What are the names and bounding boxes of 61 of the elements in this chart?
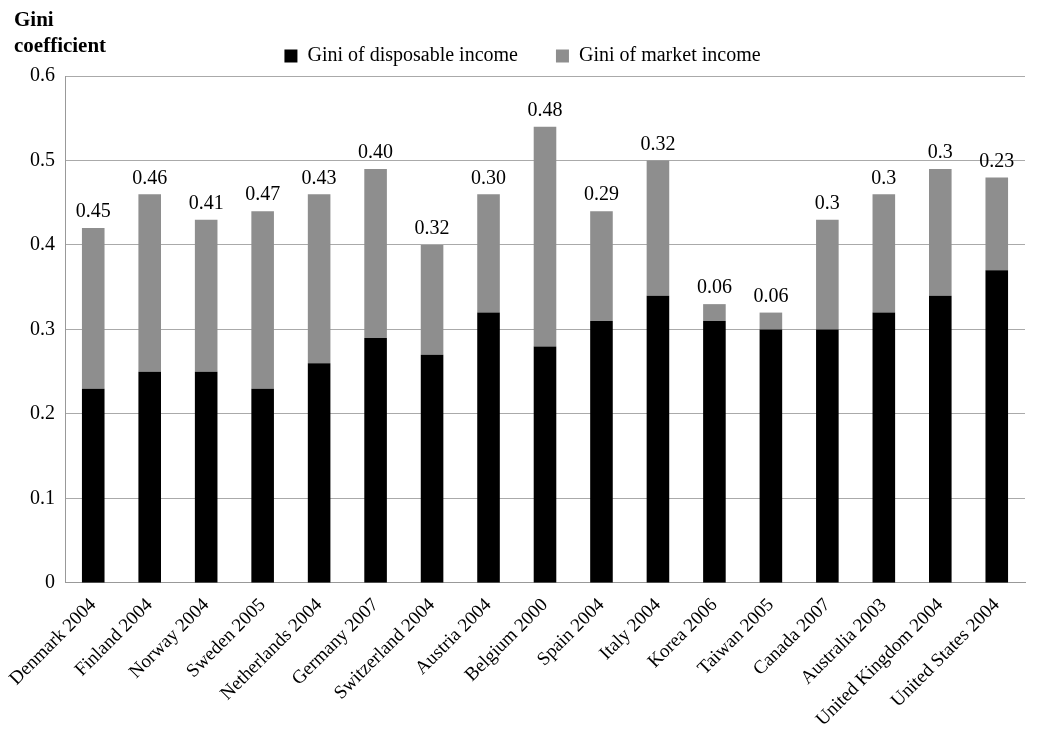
annotation: 0.29 [583, 182, 619, 205]
bar [816, 329, 839, 583]
bar [420, 244, 444, 355]
bar [138, 371, 161, 583]
bar [364, 168, 387, 338]
bar [703, 304, 726, 322]
annotation: 0.06 [696, 275, 732, 298]
bar [533, 126, 557, 347]
bar [251, 388, 274, 583]
annotation: 0.45 [75, 199, 111, 222]
bar [420, 354, 444, 583]
y-tick-label: 0.4 [30, 232, 55, 255]
bar [533, 346, 557, 583]
annotation: 0.47 [245, 182, 281, 205]
annotation: 0.3 [927, 140, 953, 163]
bar [929, 295, 952, 583]
annotation: 0.48 [527, 97, 563, 120]
y-tick-label: 0 [45, 570, 55, 593]
bar [590, 321, 613, 583]
y-tick-label: 0.3 [30, 316, 55, 339]
bar [590, 211, 613, 322]
annotation: 0.06 [753, 283, 789, 306]
annotation: 0.43 [301, 165, 337, 188]
bar [194, 219, 218, 372]
bar [646, 295, 670, 583]
bar [703, 321, 726, 583]
bar [759, 312, 783, 330]
y-tick-label: 0.6 [30, 63, 55, 86]
annotation: 0.41 [188, 190, 224, 213]
y-tick-label: 0.5 [30, 147, 55, 170]
bar [477, 312, 500, 583]
bar [364, 337, 387, 583]
bar [646, 160, 670, 296]
bar [985, 270, 1009, 583]
bar [194, 371, 218, 583]
bar [985, 177, 1009, 271]
bar [138, 194, 161, 372]
bar [251, 211, 274, 389]
bar [872, 312, 896, 583]
y-tick-label: 0.2 [30, 401, 55, 424]
bar [307, 194, 331, 364]
bar [81, 388, 105, 583]
annotation: 0.32 [640, 131, 676, 154]
bar [477, 194, 500, 313]
legend-label: Gini of disposable income [307, 43, 519, 67]
y-tick-label: 0.1 [30, 485, 55, 508]
bar [759, 329, 783, 583]
y-axis-title: Gini coefficient [14, 6, 108, 58]
bar [929, 168, 952, 296]
annotation: 0.30 [471, 165, 507, 188]
bar [307, 363, 331, 583]
bar [81, 228, 105, 389]
bar [816, 219, 839, 330]
annotation: 0.40 [358, 140, 394, 163]
annotation: 0.3 [871, 165, 897, 188]
bar [872, 194, 896, 313]
annotation: 0.46 [132, 165, 168, 188]
annotation: 0.32 [414, 216, 450, 239]
annotation: 0.23 [979, 148, 1015, 171]
legend-label: Gini of market income [578, 43, 761, 66]
annotation: 0.3 [814, 190, 840, 213]
